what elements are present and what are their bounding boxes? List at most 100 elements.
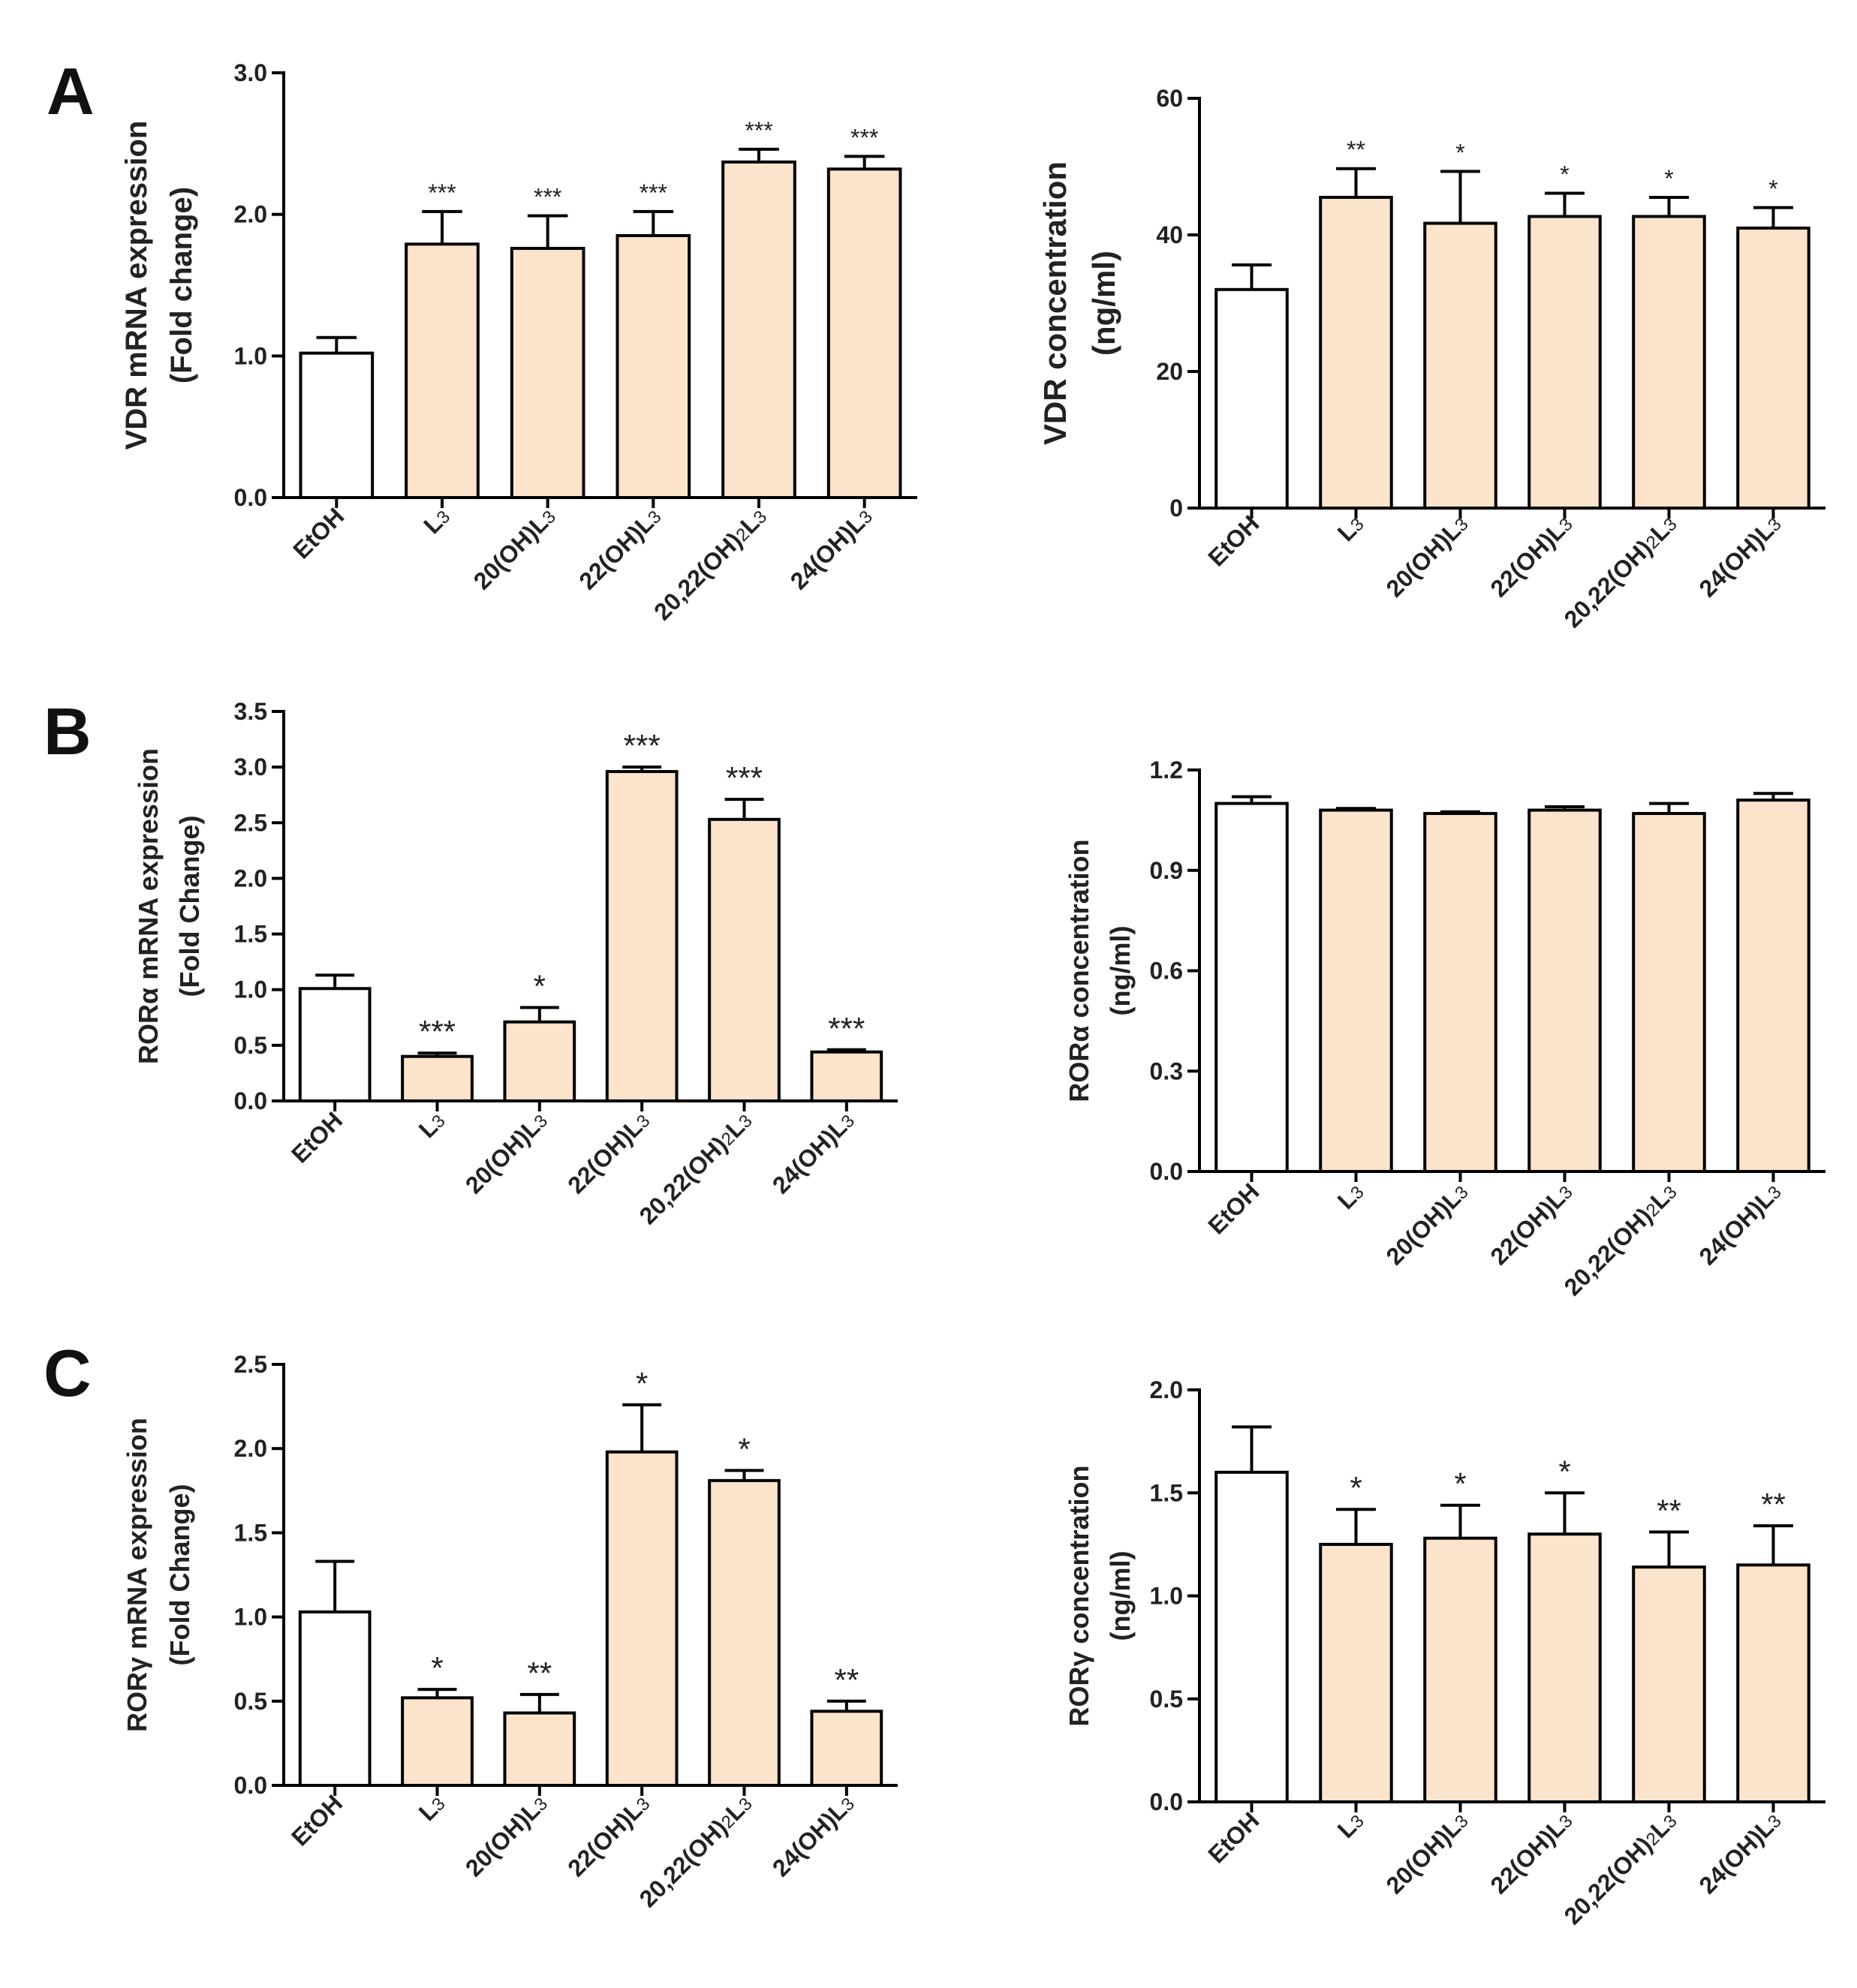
category-label: 20(OH)L3: [1381, 1177, 1473, 1270]
y-tick-label: 0.0: [234, 1772, 267, 1799]
y-tick-label: 1.0: [234, 342, 267, 369]
category-label: L3: [1332, 1177, 1369, 1214]
significance-label: ***: [419, 1014, 456, 1049]
category-label: 20,22(OH)2L3: [1559, 510, 1682, 633]
y-tick-label: 3.0: [234, 59, 267, 86]
bar: [298, 1610, 372, 1787]
category-label: 22(OH)L3: [562, 1106, 655, 1199]
y-tick-label: 1.5: [1150, 1479, 1183, 1506]
bar: [605, 770, 679, 1103]
category-label: EtOH: [1202, 510, 1264, 571]
significance-label: **: [1347, 137, 1365, 164]
y-tick-label: 1.2: [1150, 756, 1183, 783]
y-axis-title: VDR mRNA expression: [120, 121, 153, 450]
bar: [708, 1478, 781, 1788]
y-tick-label: 1.0: [1150, 1583, 1183, 1610]
bar: [503, 1020, 576, 1103]
bar: [721, 160, 796, 500]
y-axis-title: VDR concentration: [1037, 161, 1073, 445]
category-label: EtOH: [286, 1106, 348, 1168]
bar: [1214, 1470, 1289, 1804]
significance-label: *: [636, 1366, 648, 1401]
category-label: L3: [414, 1789, 450, 1826]
bar: [1527, 215, 1602, 510]
significance-label: **: [1761, 1487, 1786, 1522]
bar: [1736, 1563, 1810, 1803]
y-axis-title: RORα mRNA expression: [133, 748, 164, 1064]
category-label: 24(OH)L3: [767, 1106, 859, 1199]
bar: [1527, 808, 1602, 1173]
significance-label: ***: [534, 184, 561, 211]
bar: [1632, 215, 1706, 510]
bar: [1214, 802, 1289, 1174]
significance-label: ***: [745, 117, 772, 144]
category-label: 20(OH)L3: [1381, 510, 1473, 602]
y-tick-label: 1.5: [234, 921, 267, 948]
significance-label: ***: [428, 179, 456, 206]
bar: [615, 233, 691, 499]
y-axis-title: RORγ mRNA expression: [122, 1418, 152, 1732]
significance-label: *: [1350, 1470, 1362, 1505]
y-tick-label: 1.5: [234, 1519, 267, 1546]
panel-letter-c: C: [44, 1336, 92, 1410]
category-label: 22(OH)L3: [1485, 1177, 1578, 1270]
bar: [1319, 808, 1393, 1173]
y-tick-label: 0.5: [234, 1688, 267, 1715]
y-tick-label: 0.5: [234, 1032, 267, 1059]
y-tick-label: 0.0: [1150, 1788, 1183, 1815]
significance-label: ***: [640, 179, 667, 206]
bar: [1736, 799, 1810, 1173]
significance-label: ***: [624, 728, 661, 763]
bar: [708, 817, 781, 1103]
bar: [1736, 226, 1810, 510]
y-axis-title: RORγ concentration: [1064, 1465, 1094, 1726]
significance-label: *: [534, 968, 546, 1003]
bar: [810, 1050, 883, 1102]
significance-label: *: [1664, 165, 1673, 192]
bar: [401, 1696, 474, 1788]
category-label: 20(OH)L3: [460, 1106, 552, 1199]
bar: [298, 987, 372, 1103]
y-tick-label: 20: [1156, 358, 1183, 385]
category-label: 20,22(OH)2L3: [649, 502, 772, 625]
category-label: L3: [1332, 1806, 1369, 1843]
bar: [1423, 1536, 1497, 1803]
y-tick-label: 0.6: [1150, 958, 1183, 985]
significance-label: **: [1657, 1493, 1681, 1528]
bar: [405, 242, 480, 499]
bar: [810, 1710, 883, 1787]
panel-letter-a: A: [47, 54, 95, 128]
category-label: L3: [414, 1106, 450, 1143]
panel-letter-b: B: [44, 694, 92, 768]
y-axis-title: (ng/ml): [1105, 1551, 1136, 1641]
y-tick-label: 2.0: [234, 865, 267, 892]
category-label: 22(OH)L3: [1485, 1806, 1578, 1899]
y-tick-label: 0: [1169, 495, 1183, 522]
chart-3: 0.0 0.3 0.6 0.9 1.2 RORα concentration (ng/ml)…: [1064, 756, 1825, 1301]
significance-label: *: [1558, 1454, 1570, 1489]
bar: [1632, 811, 1706, 1174]
charts-group: 0.0 1.0 2.0 3.0 VDR mRNA expression (Fold cha…: [120, 59, 1825, 1929]
significance-label: *: [738, 1431, 750, 1466]
y-tick-label: 2.0: [1150, 1376, 1183, 1403]
bar: [1319, 195, 1393, 510]
y-axis-title: (Fold change): [165, 187, 198, 383]
y-tick-label: 0.0: [1150, 1158, 1183, 1185]
category-label: 20,22(OH)2L3: [1559, 1806, 1682, 1929]
y-tick-label: 2.0: [234, 1435, 267, 1462]
bar: [1632, 1565, 1706, 1804]
category-label: L3: [418, 502, 455, 539]
significance-label: ***: [726, 760, 763, 796]
y-tick-label: 3.5: [234, 698, 267, 725]
significance-label: *: [431, 1650, 443, 1686]
y-tick-label: 1.0: [234, 1604, 267, 1631]
y-tick-label: 2.0: [234, 201, 267, 228]
significance-label: **: [834, 1662, 859, 1698]
category-label: 20(OH)L3: [460, 1789, 552, 1881]
y-tick-label: 1.0: [234, 976, 267, 1003]
y-axis-title: (ng/ml): [1086, 251, 1121, 356]
category-label: 20,22(OH)2L3: [1559, 1177, 1682, 1301]
chart-5: 0.0 0.5 1.0 1.5 2.0 RORγ concentration (ng/ml)…: [1064, 1376, 1825, 1929]
